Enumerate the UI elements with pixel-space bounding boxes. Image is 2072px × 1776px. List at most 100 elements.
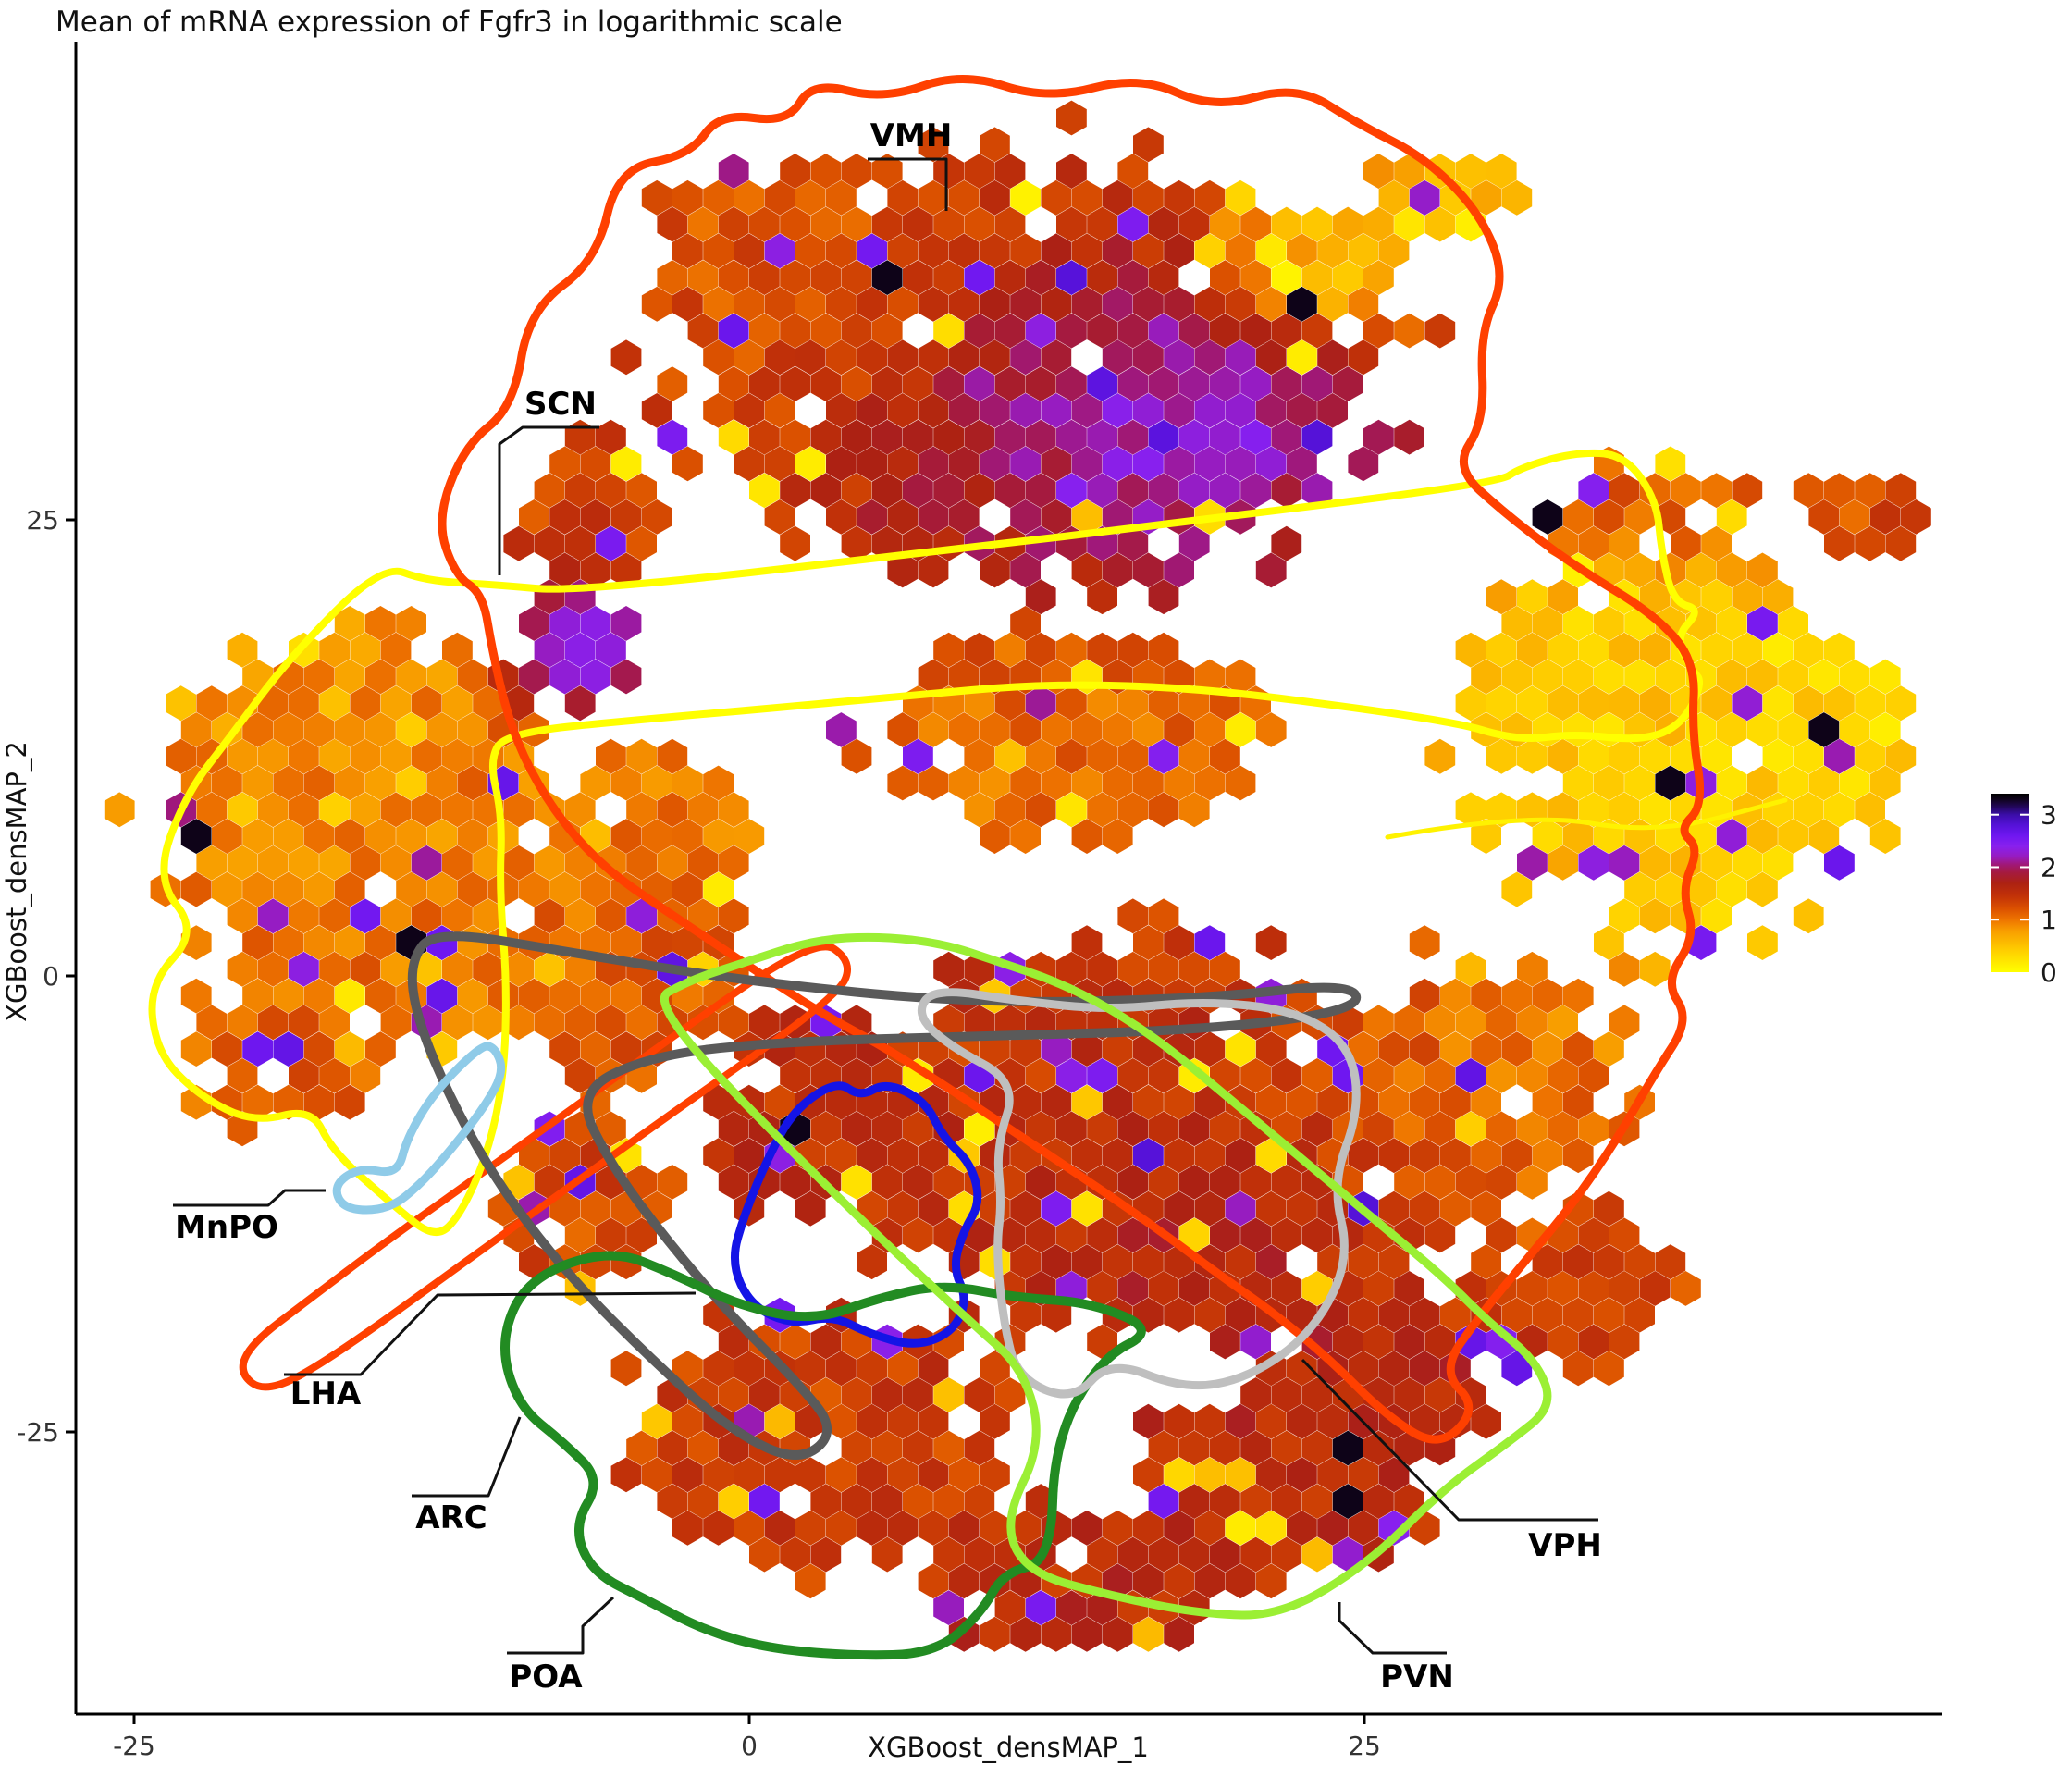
hex-bin [1639, 951, 1671, 987]
hex-bin [1839, 659, 1870, 695]
hex-bin [1655, 606, 1686, 641]
hex-bin [1240, 1217, 1271, 1253]
hex-bin [1639, 738, 1671, 774]
hex-bin [457, 659, 488, 695]
hex-bin [1394, 1111, 1424, 1147]
hex-bin [1240, 260, 1271, 295]
hex-bin [687, 260, 719, 295]
hex-bin [1578, 738, 1610, 774]
hex-bin [918, 1138, 949, 1174]
hex-bin [519, 659, 549, 695]
hex-bin [1010, 500, 1041, 535]
hex-bin [1117, 632, 1149, 668]
hex-bin [1178, 685, 1210, 722]
hex-bin [1594, 925, 1624, 960]
hex-bin [918, 1510, 949, 1546]
hex-bin [1348, 286, 1379, 322]
hex-bin [180, 712, 212, 747]
hex-bin [473, 951, 503, 987]
hex-bin [1240, 1430, 1271, 1466]
hex-bin [1133, 765, 1164, 801]
hex-bin [1562, 819, 1594, 854]
hex-bin [242, 765, 273, 801]
hex-bin [1133, 1457, 1164, 1493]
hex-bin [1639, 792, 1671, 828]
hex-bin [503, 792, 535, 828]
hex-bin [1517, 685, 1548, 722]
hex-bin [196, 685, 228, 722]
hex-bin [887, 446, 919, 482]
hex-bin [933, 1165, 964, 1200]
hex-bin [1501, 179, 1533, 216]
hex-bin [442, 845, 473, 881]
hex-bin [1102, 1510, 1133, 1546]
hex-bin [564, 525, 596, 561]
hex-bin [626, 1217, 657, 1253]
hex-bin [1010, 179, 1041, 216]
hex-bin [1148, 260, 1179, 295]
hex-bin [1271, 1165, 1302, 1200]
hex-bin [180, 819, 212, 854]
hex-bin [980, 1350, 1010, 1387]
hex-bin [1194, 179, 1226, 216]
hex-bin [1010, 1297, 1041, 1333]
hex-bin [580, 1031, 611, 1067]
hex-bin [703, 765, 734, 801]
hex-bin [672, 179, 703, 216]
hex-bin [1486, 632, 1517, 668]
hex-bin [641, 1457, 672, 1493]
hex-bin [1869, 500, 1901, 535]
hex-bin [1639, 898, 1671, 934]
hex-bin [1594, 1244, 1624, 1280]
hex-bin [1639, 685, 1671, 722]
hex-bin [596, 898, 626, 934]
hex-bin [903, 473, 933, 509]
hex-bin [1609, 1005, 1640, 1041]
hex-bin [1025, 473, 1056, 509]
hex-bin [887, 1190, 919, 1227]
hex-bin [1671, 473, 1701, 509]
hex-bin [549, 552, 580, 588]
hex-bin [1562, 500, 1594, 535]
hex-bin [1271, 260, 1302, 295]
region-label-VPH: VPH [1528, 1527, 1602, 1564]
hex-bin [1271, 366, 1302, 401]
hex-bin [1117, 419, 1149, 455]
hex-bin [1778, 659, 1808, 695]
hex-bin [980, 339, 1010, 376]
hex-bin [1117, 1165, 1149, 1200]
hex-bin [1624, 552, 1655, 588]
hex-bin [718, 792, 749, 828]
hex-bin [580, 659, 611, 695]
hex-bin [657, 366, 688, 401]
hex-bin [1855, 738, 1885, 774]
hex-bin [1102, 446, 1133, 482]
colorbar-tick-label: 0 [2041, 957, 2057, 988]
hex-bin [1164, 233, 1194, 269]
hex-bin [1348, 233, 1379, 269]
hex-bin [289, 951, 319, 987]
hex-bin [1133, 1084, 1164, 1120]
hex-bin [503, 525, 535, 561]
hex-bin [1287, 1510, 1317, 1546]
hex-bin [580, 1190, 611, 1227]
hex-bin [964, 1377, 995, 1412]
hex-bin [1348, 1244, 1379, 1280]
hex-bin [303, 871, 335, 907]
hex-bin [350, 845, 381, 881]
hex-bin [319, 951, 350, 987]
hex-bin [289, 1005, 319, 1041]
hex-bin [918, 233, 949, 269]
hex-bin [1424, 1005, 1456, 1041]
hex-bin [1501, 1138, 1533, 1174]
hex-bin [1609, 898, 1640, 934]
hex-bin [1287, 339, 1317, 376]
hex-bin [1087, 951, 1117, 987]
hex-bin [1578, 1111, 1610, 1147]
hex-bin [396, 871, 426, 907]
hex-bin [1517, 1058, 1548, 1093]
hex-bin [1378, 1138, 1410, 1174]
hex-bin [703, 179, 734, 216]
hex-bin [1025, 632, 1056, 668]
hex-bin [1240, 1377, 1271, 1412]
